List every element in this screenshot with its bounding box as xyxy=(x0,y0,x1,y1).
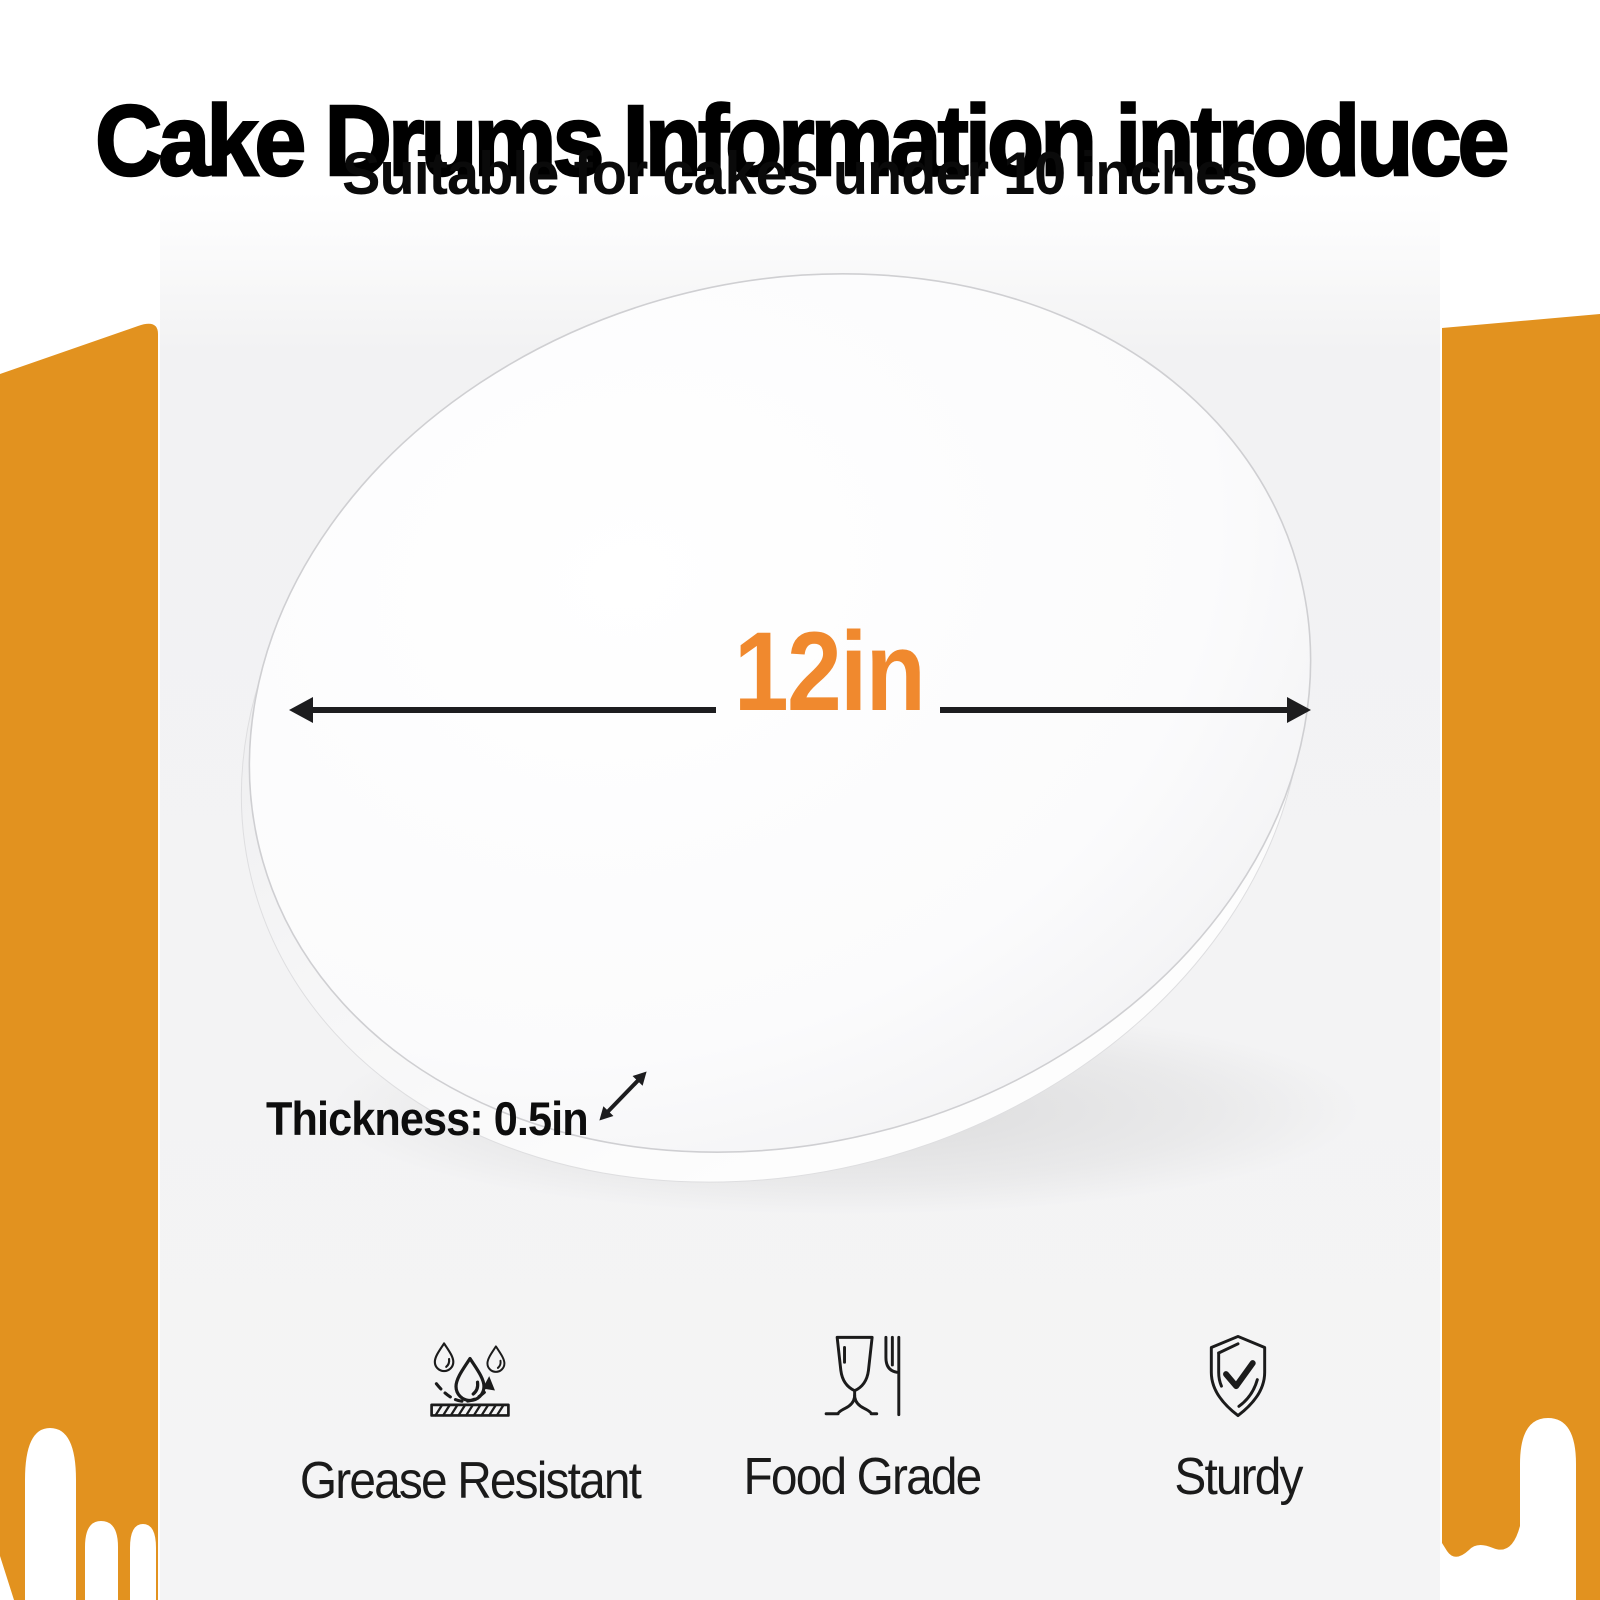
feature-food-grade: Food Grade xyxy=(642,1330,1082,1504)
feature-grease-resistant: Grease Resistant xyxy=(250,1330,690,1508)
diameter-arrow-right xyxy=(940,697,1311,723)
page-subtitle: Suitable for cakes under 10 inches xyxy=(0,143,1600,205)
food-grade-icon xyxy=(824,1335,901,1417)
right-drip-band xyxy=(1442,314,1600,1600)
up-arrowhead xyxy=(482,1376,495,1391)
page-title: Cake Drums Information introduce xyxy=(0,85,1600,197)
feature-label: Sturdy xyxy=(1174,1448,1303,1506)
diameter-arrow-left xyxy=(289,697,716,723)
shield-check-icon xyxy=(1209,1334,1267,1418)
left-drip-band xyxy=(0,323,158,1600)
diameter-label: 12in xyxy=(733,609,926,734)
feature-label: Grease Resistant xyxy=(299,1452,642,1510)
thickness-label: Thickness: 0.5in xyxy=(266,1092,589,1145)
grease-resistant-icon xyxy=(430,1342,510,1417)
feature-label: Food Grade xyxy=(743,1448,983,1506)
cake-drum-graphic xyxy=(240,273,1312,1183)
feature-sturdy: Sturdy xyxy=(1018,1330,1458,1504)
drum-top-face xyxy=(248,273,1312,1153)
page-subtitle-text: Suitable for cakes under 10 inches xyxy=(342,140,1259,207)
page-title-text: Cake Drums Information introduce xyxy=(94,85,1511,197)
